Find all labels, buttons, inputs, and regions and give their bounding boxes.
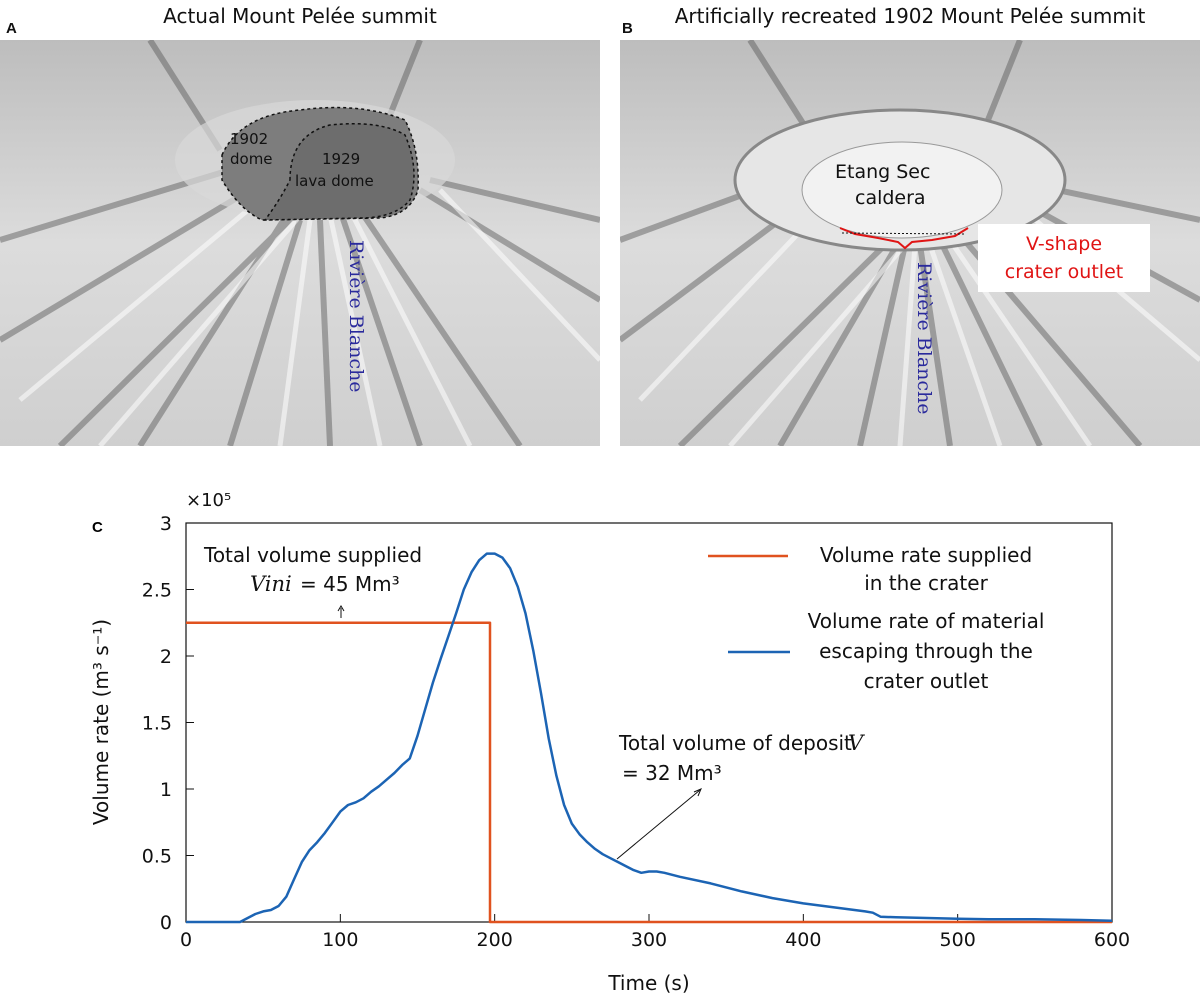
y-tick-label: 0.5 <box>142 846 172 868</box>
dome-1902-label-1: 1902 <box>230 130 268 148</box>
panel-a-letter: A <box>6 20 17 37</box>
crater-outlet-line <box>839 227 969 250</box>
x-tick-label: 200 <box>477 929 513 951</box>
river-label-a: Rivière Blanche <box>345 240 367 393</box>
annotation-supplied-title: Total volume supplied <box>203 543 422 567</box>
legend: Volume rate supplied in the crater Volum… <box>708 543 1044 693</box>
annotation-supplied-var: Vini <box>250 572 292 596</box>
map-panel-a: 1902 dome 1929 lava dome Rivière Blanche <box>0 40 600 446</box>
caldera-label-2: caldera <box>855 187 926 209</box>
series-line-outlet <box>186 552 1113 924</box>
legend-supplied-line-1: Volume rate supplied <box>820 543 1032 567</box>
x-tick-label: 400 <box>785 929 821 951</box>
caldera-label-1: Etang Sec <box>835 161 930 183</box>
lava-dome-label-1: 1929 <box>322 150 360 168</box>
legend-outlet-line-3: crater outlet <box>864 669 989 693</box>
y-tick-label: 0 <box>160 912 172 934</box>
y-tick-label: 3 <box>160 513 172 535</box>
annotation-deposit-var: V <box>848 731 865 755</box>
series-lines <box>186 552 1113 924</box>
x-ticks: 0 100 200 300 400 500 600 <box>180 914 1130 951</box>
panel-c-letter: C <box>92 519 103 536</box>
x-tick-label: 600 <box>1094 929 1130 951</box>
legend-outlet-line-2: escaping through the <box>819 639 1033 663</box>
river-label-b: Rivière Blanche <box>913 262 935 415</box>
x-tick-label: 300 <box>631 929 667 951</box>
dome-1902-label-2: dome <box>230 150 273 168</box>
x-axis-label: Time (s) <box>607 971 689 995</box>
lava-dome-label-2: lava dome <box>295 172 374 190</box>
legend-supplied-line-2: in the crater <box>864 571 988 595</box>
y-scale-note: ×10⁵ <box>186 490 231 511</box>
y-axis-label: Volume rate (m³ s⁻¹) <box>89 619 113 825</box>
outlet-label-1: V-shape <box>1026 233 1102 255</box>
hillshade-a: 1902 dome 1929 lava dome Rivière Blanche <box>0 40 600 446</box>
annotation-supplied-value: = 45 Mm³ <box>300 572 400 596</box>
annotation-deposit-arrow <box>616 789 701 860</box>
y-tick-label: 1 <box>160 779 172 801</box>
annotation-deposit-title: Total volume of deposit <box>618 731 852 755</box>
y-tick-label: 2.5 <box>142 580 172 602</box>
hillshade-b: Etang Sec caldera V-shape crater outlet … <box>620 40 1200 446</box>
y-tick-label: 1.5 <box>142 713 172 735</box>
panel-b-title: Artificially recreated 1902 Mount Pelée … <box>674 4 1146 28</box>
legend-outlet-line-1: Volume rate of material <box>808 609 1045 633</box>
map-panel-b: Etang Sec caldera V-shape crater outlet … <box>620 40 1200 446</box>
outlet-label-2: crater outlet <box>1005 261 1123 283</box>
volume-rate-chart: C ×10⁵ 0 100 200 300 400 500 600 0 0.5 1 1.5 2 2.5 3… <box>89 490 1130 995</box>
y-ticks: 0 0.5 1 1.5 2 2.5 3 <box>142 513 194 934</box>
x-tick-label: 100 <box>322 929 358 951</box>
panel-b-letter: B <box>622 20 633 37</box>
annotation-deposit-value: = 32 Mm³ <box>622 761 722 785</box>
y-tick-label: 2 <box>160 646 172 668</box>
series-line-supplied <box>186 621 1112 924</box>
x-tick-label: 0 <box>180 929 192 951</box>
x-tick-label: 500 <box>940 929 976 951</box>
panel-a-title: Actual Mount Pelée summit <box>163 4 437 28</box>
